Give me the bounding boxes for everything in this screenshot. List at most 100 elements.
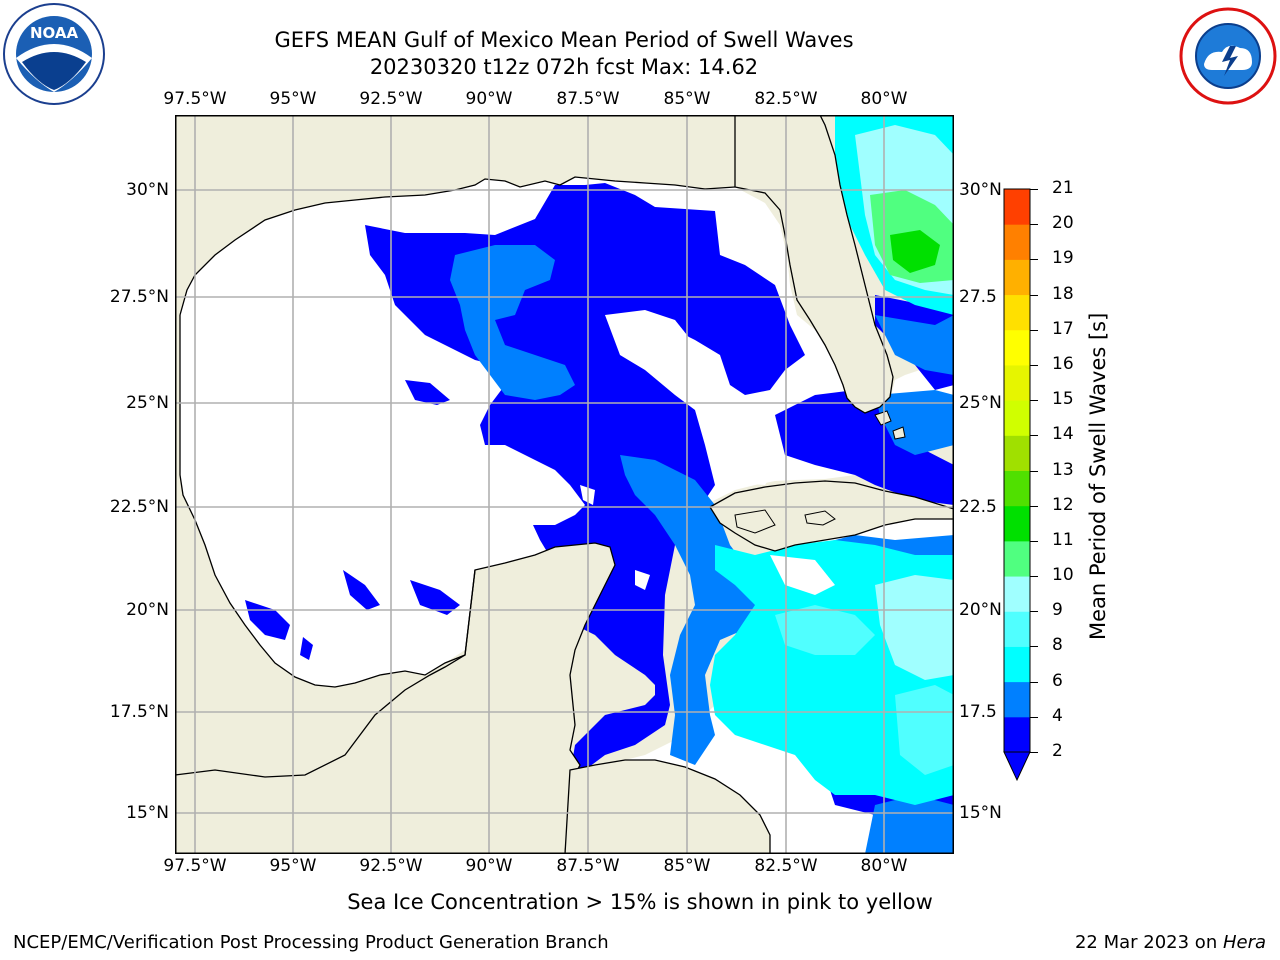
colorbar-tick-mark — [1030, 364, 1038, 366]
colorbar-tick-label: 18 — [1052, 283, 1074, 304]
lon-label-top: 85°W — [663, 89, 711, 109]
colorbar-tick-mark — [1030, 400, 1038, 402]
colorbar-segment — [1004, 400, 1030, 436]
lat-label-left: 27.5°N — [109, 287, 169, 307]
footer-date: 22 Mar 2023 on Hera — [1075, 932, 1266, 953]
colorbar-tick-label: 10 — [1052, 565, 1074, 586]
lat-label-right: 20°N — [959, 600, 1002, 620]
colorbar-segment — [1004, 611, 1030, 647]
lat-label-right: 25°N — [959, 393, 1002, 413]
lon-label-top: 82.5°W — [754, 89, 818, 109]
footer-host: Hera — [1222, 932, 1266, 953]
colorbar-tick-mark — [1030, 294, 1038, 296]
colorbar-tick-label: 19 — [1052, 248, 1074, 269]
colorbar-tick-label: 8 — [1052, 635, 1063, 656]
colorbar-tick-mark — [1030, 505, 1038, 507]
colorbar-segment — [1004, 189, 1030, 225]
lon-label-bottom: 82.5°W — [754, 856, 818, 876]
colorbar-segment — [1004, 259, 1030, 296]
lat-label-right: 27.5 — [959, 287, 997, 307]
colorbar-tick-mark — [1030, 576, 1038, 578]
swell-band-4-6s — [450, 245, 575, 400]
colorbar-tick-mark — [1030, 189, 1038, 190]
colorbar — [990, 180, 1050, 790]
yucatan-land — [175, 542, 616, 854]
map-subtitle: 20230320 t12z 072h fcst Max: 14.62 — [369, 55, 759, 79]
colorbar-tick-mark — [1030, 681, 1038, 683]
central-america-land — [564, 759, 771, 854]
colorbar-segment — [1004, 224, 1030, 260]
bahamas — [874, 410, 906, 440]
lon-label-bottom: 92.5°W — [359, 856, 423, 876]
colorbar-tick-label: 21 — [1052, 178, 1074, 198]
colorbar-segment — [1004, 470, 1030, 507]
colorbar-tick-label: 15 — [1052, 389, 1074, 410]
footer-credit: NCEP/EMC/Verification Post Processing Pr… — [13, 932, 609, 953]
lat-label-left: 17.5°N — [109, 702, 169, 722]
colorbar-segment — [1004, 505, 1030, 542]
colorbar-tick-mark — [1030, 329, 1038, 331]
lon-label-top: 95°W — [269, 89, 317, 109]
colorbar-tick-label: 9 — [1052, 600, 1063, 621]
lon-label-bottom: 95°W — [269, 856, 317, 876]
lon-label-bottom: 87.5°W — [556, 856, 620, 876]
colorbar-tick-label: 16 — [1052, 353, 1074, 374]
graticule — [175, 115, 954, 854]
colorbar-segment — [1004, 294, 1030, 331]
colorbar-tick-mark — [1030, 540, 1038, 542]
colorbar-tick-label: 20 — [1052, 213, 1074, 234]
colorbar-tick-label: 12 — [1052, 494, 1074, 515]
colorbar-segment — [1004, 646, 1030, 683]
lon-label-top: 87.5°W — [556, 89, 620, 109]
map-panel — [175, 115, 954, 854]
colorbar-segment — [1004, 435, 1030, 471]
noaa-logo: NOAA — [2, 2, 106, 106]
colorbar-tick-mark — [1030, 752, 1038, 753]
colorbar-segment — [1004, 576, 1030, 612]
lat-label-left: 20°N — [126, 600, 169, 620]
colorbar-tick-mark — [1030, 470, 1038, 472]
sea-ice-note: Sea Ice Concentration > 15% is shown in … — [347, 890, 933, 914]
colorbar-segment — [1004, 540, 1030, 577]
colorbar-tick-mark — [1030, 259, 1038, 261]
lat-label-left: 22.5°N — [109, 497, 169, 517]
lat-label-left: 15°N — [126, 803, 169, 823]
colorbar-segment — [1004, 716, 1030, 753]
lat-label-right: 15°N — [959, 803, 1002, 823]
lon-label-top: 92.5°W — [359, 89, 423, 109]
lon-label-bottom: 80°W — [860, 856, 908, 876]
colorbar-tick-mark — [1030, 716, 1038, 718]
lat-label-right: 22.5 — [959, 497, 997, 517]
colorbar-segment — [1004, 681, 1030, 718]
colorbar-tick-label: 14 — [1052, 424, 1074, 445]
colorbar-extend-triangle — [1003, 751, 1031, 782]
lon-label-top: 97.5°W — [163, 89, 227, 109]
lon-label-bottom: 85°W — [663, 856, 711, 876]
colorbar-tick-label: 11 — [1052, 529, 1074, 550]
gulf-coastline — [179, 176, 736, 316]
lon-label-bottom: 90°W — [465, 856, 513, 876]
colorbar-tick-mark — [1030, 224, 1038, 226]
colorbar-tick-mark — [1030, 435, 1038, 437]
lat-label-right: 30°N — [959, 180, 1002, 200]
map-title: GEFS MEAN Gulf of Mexico Mean Period of … — [274, 28, 854, 52]
lat-label-right: 17.5 — [959, 702, 997, 722]
colorbar-tick-mark — [1030, 611, 1038, 613]
lat-label-left: 30°N — [126, 180, 169, 200]
colorbar-tick-label: 6 — [1052, 670, 1063, 691]
footer-date-text: 22 Mar 2023 on — [1074, 932, 1223, 953]
lon-label-bottom: 97.5°W — [163, 856, 227, 876]
colorbar-tick-mark — [1030, 646, 1038, 648]
lon-label-top: 80°W — [860, 89, 908, 109]
colorbar-tick-label: 13 — [1052, 459, 1074, 480]
colorbar-segment — [1004, 364, 1030, 401]
lat-label-left: 25°N — [126, 393, 169, 413]
colorbar-label: Mean Period of Swell Waves [s] — [1086, 312, 1110, 640]
colorbar-segment — [1004, 329, 1030, 366]
lon-label-top: 90°W — [465, 89, 513, 109]
noaa-logo-text: NOAA — [30, 24, 79, 42]
colorbar-tick-label: 2 — [1052, 741, 1063, 761]
colorbar-tick-label: 4 — [1052, 705, 1063, 726]
colorbar-tick-label: 17 — [1052, 318, 1074, 339]
nws-logo — [1178, 6, 1278, 106]
